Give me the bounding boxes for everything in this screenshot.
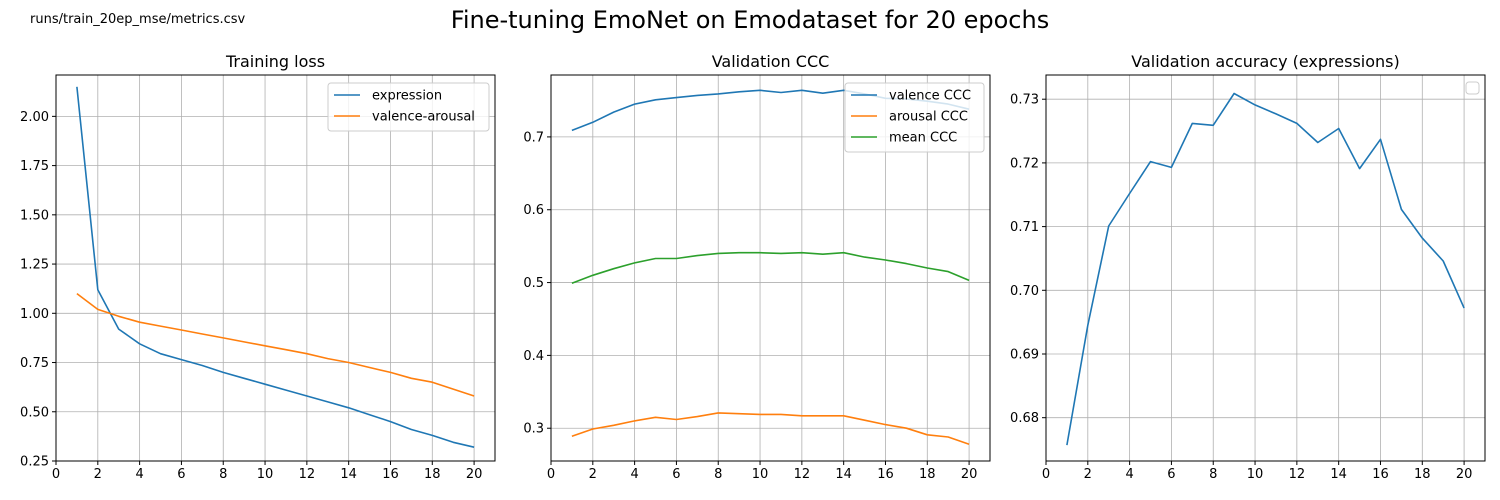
x-tick-label: 6 xyxy=(177,467,185,482)
y-tick-label: 0.75 xyxy=(20,356,49,371)
chart-panel-1: 0 2 4 6 8 10 12 14 16 18 20 0.25 0.50 0.75 1.00 1.25 1.5… xyxy=(20,52,496,482)
y-tick-label: 0.4 xyxy=(523,349,544,364)
plot-frame xyxy=(1045,74,1486,462)
series-line-1 xyxy=(76,86,475,448)
x-tick-label: 2 xyxy=(1084,467,1092,482)
y-tick-label: 0.70 xyxy=(1010,284,1039,299)
x-tick-label: 2 xyxy=(94,467,102,482)
series-line-2 xyxy=(571,412,970,445)
x-tick-label: 8 xyxy=(219,467,227,482)
y-tick-label: 0.72 xyxy=(1010,156,1039,171)
legend-label: arousal CCC xyxy=(889,110,968,125)
x-tick-label: 10 xyxy=(1247,467,1264,482)
y-tick-label: 0.7 xyxy=(523,130,544,145)
x-tick-label: 8 xyxy=(1209,467,1217,482)
legend-label: mean CCC xyxy=(889,131,957,146)
x-tick-label: 0 xyxy=(547,467,555,482)
x-tick-label: 2 xyxy=(589,467,597,482)
y-tick-label: 1.50 xyxy=(20,208,49,223)
x-tick-label: 16 xyxy=(382,467,399,482)
x-tick-label: 0 xyxy=(52,467,60,482)
y-tick-label: 0.5 xyxy=(523,276,544,291)
legend-box xyxy=(327,82,490,132)
y-tick-label: 0.3 xyxy=(523,422,544,437)
chart-title: Validation CCC xyxy=(712,52,830,71)
y-tick-label: 0.50 xyxy=(20,405,49,420)
y-tick-label: 1.00 xyxy=(20,307,49,322)
y-tick-label: 0.69 xyxy=(1010,347,1039,362)
y-tick-label: 0.6 xyxy=(523,203,544,218)
x-tick-label: 14 xyxy=(1330,467,1347,482)
x-tick-label: 20 xyxy=(466,467,483,482)
y-tick-label: 1.75 xyxy=(20,159,49,174)
metrics-path-label: runs/train_20ep_mse/metrics.csv xyxy=(30,12,246,27)
x-tick-label: 14 xyxy=(340,467,357,482)
x-tick-label: 18 xyxy=(919,467,936,482)
y-tick-label: 0.25 xyxy=(20,455,49,470)
x-tick-label: 10 xyxy=(752,467,769,482)
x-tick-label: 10 xyxy=(257,467,274,482)
legend: valence CCC arousal CCC mean CCC xyxy=(844,82,985,153)
plot-frame xyxy=(550,74,991,462)
chart-panel-2: 0 2 4 6 8 10 12 14 16 18 20 0.3 0.4 0.5 0.6 0.7 Validati… xyxy=(523,52,991,482)
x-tick-label: 12 xyxy=(299,467,316,482)
legend-box xyxy=(1465,81,1480,95)
y-tick-label: 1.25 xyxy=(20,258,49,273)
series-line-2 xyxy=(76,292,475,397)
x-tick-label: 20 xyxy=(1456,467,1473,482)
legend-label: valence CCC xyxy=(889,89,971,104)
x-tick-label: 16 xyxy=(1372,467,1389,482)
x-tick-label: 8 xyxy=(714,467,722,482)
chart-panel-3: 0 2 4 6 8 10 12 14 16 18 20 0.68 0.69 0.70 0.71 0.72 0.7… xyxy=(1010,52,1486,482)
legend xyxy=(1465,81,1480,95)
x-tick-label: 14 xyxy=(835,467,852,482)
legend-box xyxy=(844,82,985,153)
x-tick-label: 4 xyxy=(630,467,638,482)
x-tick-label: 18 xyxy=(1414,467,1431,482)
x-tick-label: 16 xyxy=(877,467,894,482)
chart-title: Training loss xyxy=(225,52,325,71)
x-tick-label: 12 xyxy=(1289,467,1306,482)
x-tick-label: 4 xyxy=(1125,467,1133,482)
figure-title: Fine-tuning EmoNet on Emodataset for 20 … xyxy=(450,6,1050,34)
legend-label: expression xyxy=(372,89,442,104)
y-tick-label: 0.73 xyxy=(1010,93,1039,108)
x-tick-label: 12 xyxy=(794,467,811,482)
chart-title: Validation accuracy (expressions) xyxy=(1131,52,1400,71)
y-tick-label: 0.71 xyxy=(1010,220,1039,235)
y-tick-label: 0.68 xyxy=(1010,411,1039,426)
x-tick-label: 6 xyxy=(1167,467,1175,482)
x-tick-label: 6 xyxy=(672,467,680,482)
series-line-3 xyxy=(571,251,970,285)
series-line-1 xyxy=(1066,92,1465,446)
x-tick-label: 20 xyxy=(961,467,978,482)
legend-label: valence-arousal xyxy=(372,110,475,125)
x-tick-label: 0 xyxy=(1042,467,1050,482)
x-tick-label: 4 xyxy=(135,467,143,482)
plot-frame xyxy=(55,74,496,462)
y-tick-label: 2.00 xyxy=(20,110,49,125)
legend: expression valence-arousal xyxy=(327,82,490,132)
x-tick-label: 18 xyxy=(424,467,441,482)
